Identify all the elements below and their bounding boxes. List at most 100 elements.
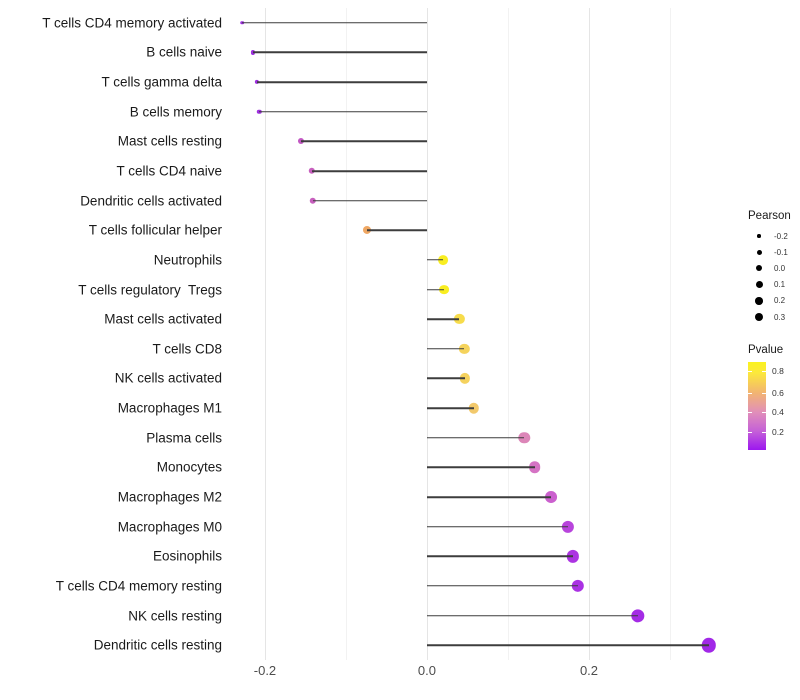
stem-segment bbox=[300, 140, 427, 143]
colorbar-tick bbox=[748, 371, 752, 373]
gridline-minor bbox=[345, 8, 347, 660]
gridline-minor bbox=[507, 8, 509, 660]
data-point bbox=[454, 314, 465, 325]
legend-key bbox=[748, 234, 770, 238]
y-axis-label: Dendritic cells resting bbox=[93, 637, 222, 653]
y-axis-label: Macrophages M0 bbox=[117, 519, 222, 535]
colorbar-tick bbox=[762, 392, 766, 394]
y-axis-label: Neutrophils bbox=[153, 252, 222, 268]
y-axis-label: NK cells activated bbox=[114, 370, 222, 386]
pvalue-legend-title: Pvalue bbox=[748, 344, 784, 356]
colorbar-tick bbox=[748, 392, 752, 394]
y-axis-label: Macrophages M1 bbox=[117, 400, 222, 416]
colorbar-tick bbox=[748, 412, 752, 414]
stem-segment bbox=[252, 51, 427, 54]
stem-segment bbox=[426, 644, 709, 646]
y-axis-label: B cells naive bbox=[146, 44, 222, 60]
colorbar-tick-label: 0.2 bbox=[772, 426, 784, 437]
data-point bbox=[459, 373, 471, 384]
colorbar-tick-label: 0.6 bbox=[772, 387, 784, 398]
data-point bbox=[571, 579, 584, 593]
legend-key bbox=[748, 265, 770, 272]
pearson-size-legend: Pearson -0.2 -0.1 0.0 0.1 0.2 0.3 bbox=[748, 210, 791, 325]
stem-segment bbox=[426, 377, 466, 380]
y-axis-label: Dendritic cells activated bbox=[80, 193, 222, 209]
data-point bbox=[701, 637, 717, 653]
gridline-major bbox=[426, 8, 428, 660]
pvalue-colorbar-wrap: 0.8 0.6 0.4 0.2 bbox=[748, 362, 784, 450]
data-point bbox=[439, 284, 449, 295]
pearson-legend-entry: 0.1 bbox=[748, 277, 791, 293]
pearson-legend-entry: -0.1 bbox=[748, 244, 791, 260]
stem-segment bbox=[426, 555, 573, 558]
y-axis-label: Plasma cells bbox=[146, 430, 222, 446]
y-axis-labels: T cells CD4 memory activated B cells naiv… bbox=[0, 8, 222, 660]
y-axis-label: Monocytes bbox=[156, 459, 222, 475]
stem-segment bbox=[426, 318, 460, 320]
data-point bbox=[544, 491, 557, 503]
stem-segment bbox=[426, 288, 444, 291]
pvalue-color-legend: Pvalue 0.8 0.6 0.4 0.2 bbox=[748, 344, 784, 450]
stem-segment bbox=[367, 229, 427, 232]
legend-key bbox=[748, 281, 770, 289]
stem-segment bbox=[426, 436, 525, 439]
stem-segment bbox=[311, 170, 427, 172]
y-axis-label: T cells CD4 memory activated bbox=[42, 15, 222, 31]
legend-dot-icon bbox=[755, 281, 763, 289]
legend-dot-icon bbox=[754, 312, 764, 322]
y-axis-label: Eosinophils bbox=[152, 548, 222, 564]
x-axis-tick-label: -0.2 bbox=[253, 663, 277, 678]
colorbar-tick bbox=[762, 431, 766, 433]
y-axis-label: T cells regulatory Tregs bbox=[78, 282, 222, 298]
gridline-major bbox=[264, 8, 266, 660]
data-point bbox=[468, 402, 480, 414]
pearson-legend-entry: 0.0 bbox=[748, 260, 791, 276]
colorbar-tick bbox=[762, 412, 766, 414]
x-axis-tick-label: 0.0 bbox=[417, 663, 437, 678]
legend-entry-label: 0.1 bbox=[774, 280, 786, 290]
plot-panel bbox=[232, 8, 722, 660]
data-point bbox=[518, 432, 530, 444]
legend-dot-icon bbox=[755, 297, 763, 305]
stem-segment bbox=[256, 81, 427, 83]
y-axis-label: Mast cells activated bbox=[104, 311, 222, 327]
gridline-major bbox=[588, 8, 590, 660]
data-point bbox=[459, 343, 470, 354]
y-axis-label: NK cells resting bbox=[128, 608, 222, 624]
data-point bbox=[630, 608, 645, 623]
stem-segment bbox=[426, 259, 444, 261]
x-axis-tick-label: 0.2 bbox=[579, 663, 599, 678]
legend-entry-label: 0.0 bbox=[774, 263, 786, 273]
pearson-legend-entry: 0.3 bbox=[748, 309, 791, 325]
y-axis-label: Mast cells resting bbox=[117, 133, 222, 149]
colorbar-tick bbox=[762, 371, 766, 373]
legend-key bbox=[748, 297, 770, 305]
y-axis-label: T cells CD4 memory resting bbox=[55, 578, 222, 594]
pearson-legend-entry: -0.2 bbox=[748, 228, 791, 244]
data-point bbox=[561, 520, 575, 533]
stem-segment bbox=[426, 466, 535, 469]
y-axis-label: T cells CD4 naive bbox=[116, 163, 222, 179]
stem-segment bbox=[426, 407, 474, 409]
legend-entry-label: 0.2 bbox=[774, 296, 786, 306]
data-point bbox=[528, 461, 541, 474]
stem-segment bbox=[312, 199, 427, 202]
legend-dot-icon bbox=[756, 249, 762, 255]
stem-segment bbox=[426, 585, 578, 587]
pvalue-colorbar bbox=[748, 362, 766, 450]
colorbar-tick-label: 0.4 bbox=[772, 407, 784, 418]
y-axis-label: T cells gamma delta bbox=[101, 74, 222, 90]
y-axis-label: B cells memory bbox=[129, 104, 222, 120]
stem-segment bbox=[426, 348, 465, 350]
pearson-legend-title: Pearson bbox=[748, 210, 791, 222]
y-axis-label: T cells follicular helper bbox=[88, 222, 222, 238]
legend-entry-label: 0.3 bbox=[774, 312, 786, 322]
gridline-minor bbox=[669, 8, 671, 660]
stem-segment bbox=[426, 496, 551, 498]
legend-dot-icon bbox=[756, 265, 762, 272]
stem-segment bbox=[242, 22, 427, 24]
colorbar-tick bbox=[748, 431, 752, 433]
legend-entry-label: -0.1 bbox=[774, 247, 788, 257]
data-point bbox=[566, 550, 579, 563]
